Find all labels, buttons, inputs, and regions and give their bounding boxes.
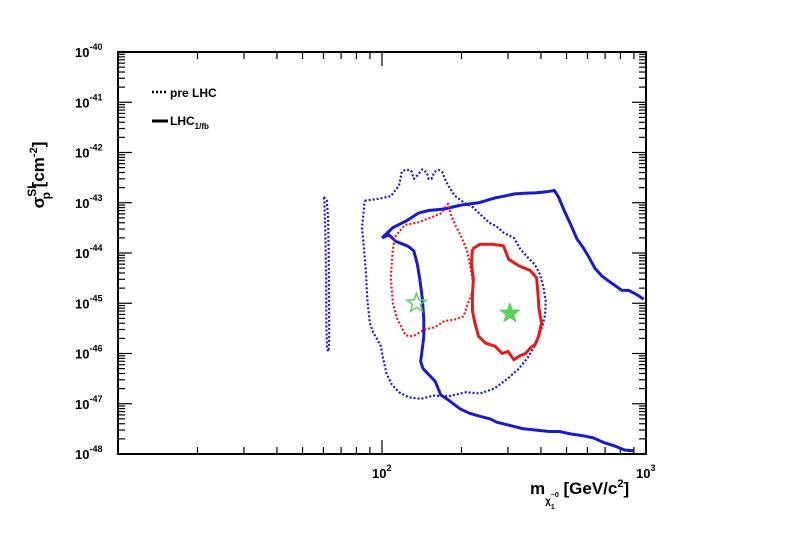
x-tick-label-base: 10 bbox=[372, 466, 386, 481]
y-tick-label-exp: -43 bbox=[89, 193, 102, 203]
y-tick-label-exp: -42 bbox=[89, 143, 102, 153]
y-tick-label: 10-41 bbox=[75, 92, 102, 110]
contour-series-2 bbox=[380, 189, 645, 301]
y-tick-label-exp: -47 bbox=[89, 394, 102, 404]
y-tick-label-base: 10 bbox=[75, 397, 89, 412]
x-axis-title: mχ1~0 [GeV/c2] bbox=[530, 478, 629, 511]
y-tick-label-base: 10 bbox=[75, 447, 89, 462]
y-tick-label-exp: -40 bbox=[89, 42, 102, 52]
y-tick-label-base: 10 bbox=[75, 45, 89, 60]
marker-layer bbox=[404, 291, 521, 323]
best-fit-star-filled bbox=[498, 301, 521, 323]
y-tick-label: 10-48 bbox=[75, 444, 102, 462]
y-tick-label: 10-44 bbox=[75, 243, 102, 261]
y-axis-title: σSIp [cm-2] bbox=[25, 142, 53, 209]
series-layer bbox=[322, 168, 645, 453]
x-tick-label: 103 bbox=[636, 463, 655, 481]
x-tick-label-base: 10 bbox=[636, 466, 650, 481]
contour-series-4 bbox=[389, 202, 475, 338]
x-tick-label-exp: 3 bbox=[650, 463, 655, 473]
y-tick-label-exp: -46 bbox=[89, 344, 102, 354]
contour-series-3 bbox=[381, 233, 635, 453]
y-tick-label-base: 10 bbox=[75, 296, 89, 311]
y-tick-label-exp: -44 bbox=[89, 243, 102, 253]
y-tick-label-base: 10 bbox=[75, 246, 89, 261]
y-tick-label-base: 10 bbox=[75, 146, 89, 161]
y-tick-label: 10-43 bbox=[75, 193, 102, 211]
y-tick-label: 10-42 bbox=[75, 143, 102, 161]
y-tick-label-base: 10 bbox=[75, 196, 89, 211]
legend-label-pre-lhc: pre LHC bbox=[170, 86, 217, 100]
y-tick-label-exp: -45 bbox=[89, 293, 102, 303]
legend-label-lhc: LHC1/fb bbox=[170, 114, 209, 131]
y-tick-label: 10-45 bbox=[75, 293, 102, 311]
x-tick-label-exp: 2 bbox=[386, 463, 391, 473]
contour-series-5 bbox=[469, 242, 543, 362]
legend-label-lhc-sub: 1/fb bbox=[195, 122, 209, 131]
best-fit-star-open bbox=[404, 291, 428, 314]
x-tick-label: 102 bbox=[372, 463, 391, 481]
y-tick-label: 10-47 bbox=[75, 394, 102, 412]
legend-label-lhc-main: LHC bbox=[170, 114, 195, 128]
y-tick-label-exp: -41 bbox=[89, 92, 102, 102]
axis-ticks bbox=[117, 52, 646, 455]
y-tick-label: 10-46 bbox=[75, 344, 102, 362]
tick-labels: 10-4010-4110-4210-4310-4410-4510-4610-47… bbox=[75, 42, 655, 481]
contour-series-0 bbox=[322, 196, 331, 353]
contour-series-1 bbox=[360, 168, 547, 400]
legend: pre LHC LHC1/fb bbox=[152, 86, 217, 131]
y-tick-label-base: 10 bbox=[75, 95, 89, 110]
plot-frame bbox=[117, 51, 647, 455]
y-tick-label-exp: -48 bbox=[89, 444, 102, 454]
y-tick-label-base: 10 bbox=[75, 347, 89, 362]
y-tick-label: 10-40 bbox=[75, 42, 102, 60]
